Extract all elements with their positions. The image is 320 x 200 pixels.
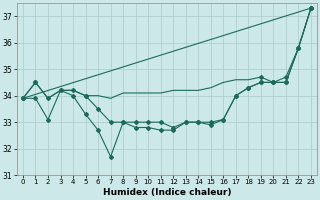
X-axis label: Humidex (Indice chaleur): Humidex (Indice chaleur) — [103, 188, 231, 197]
